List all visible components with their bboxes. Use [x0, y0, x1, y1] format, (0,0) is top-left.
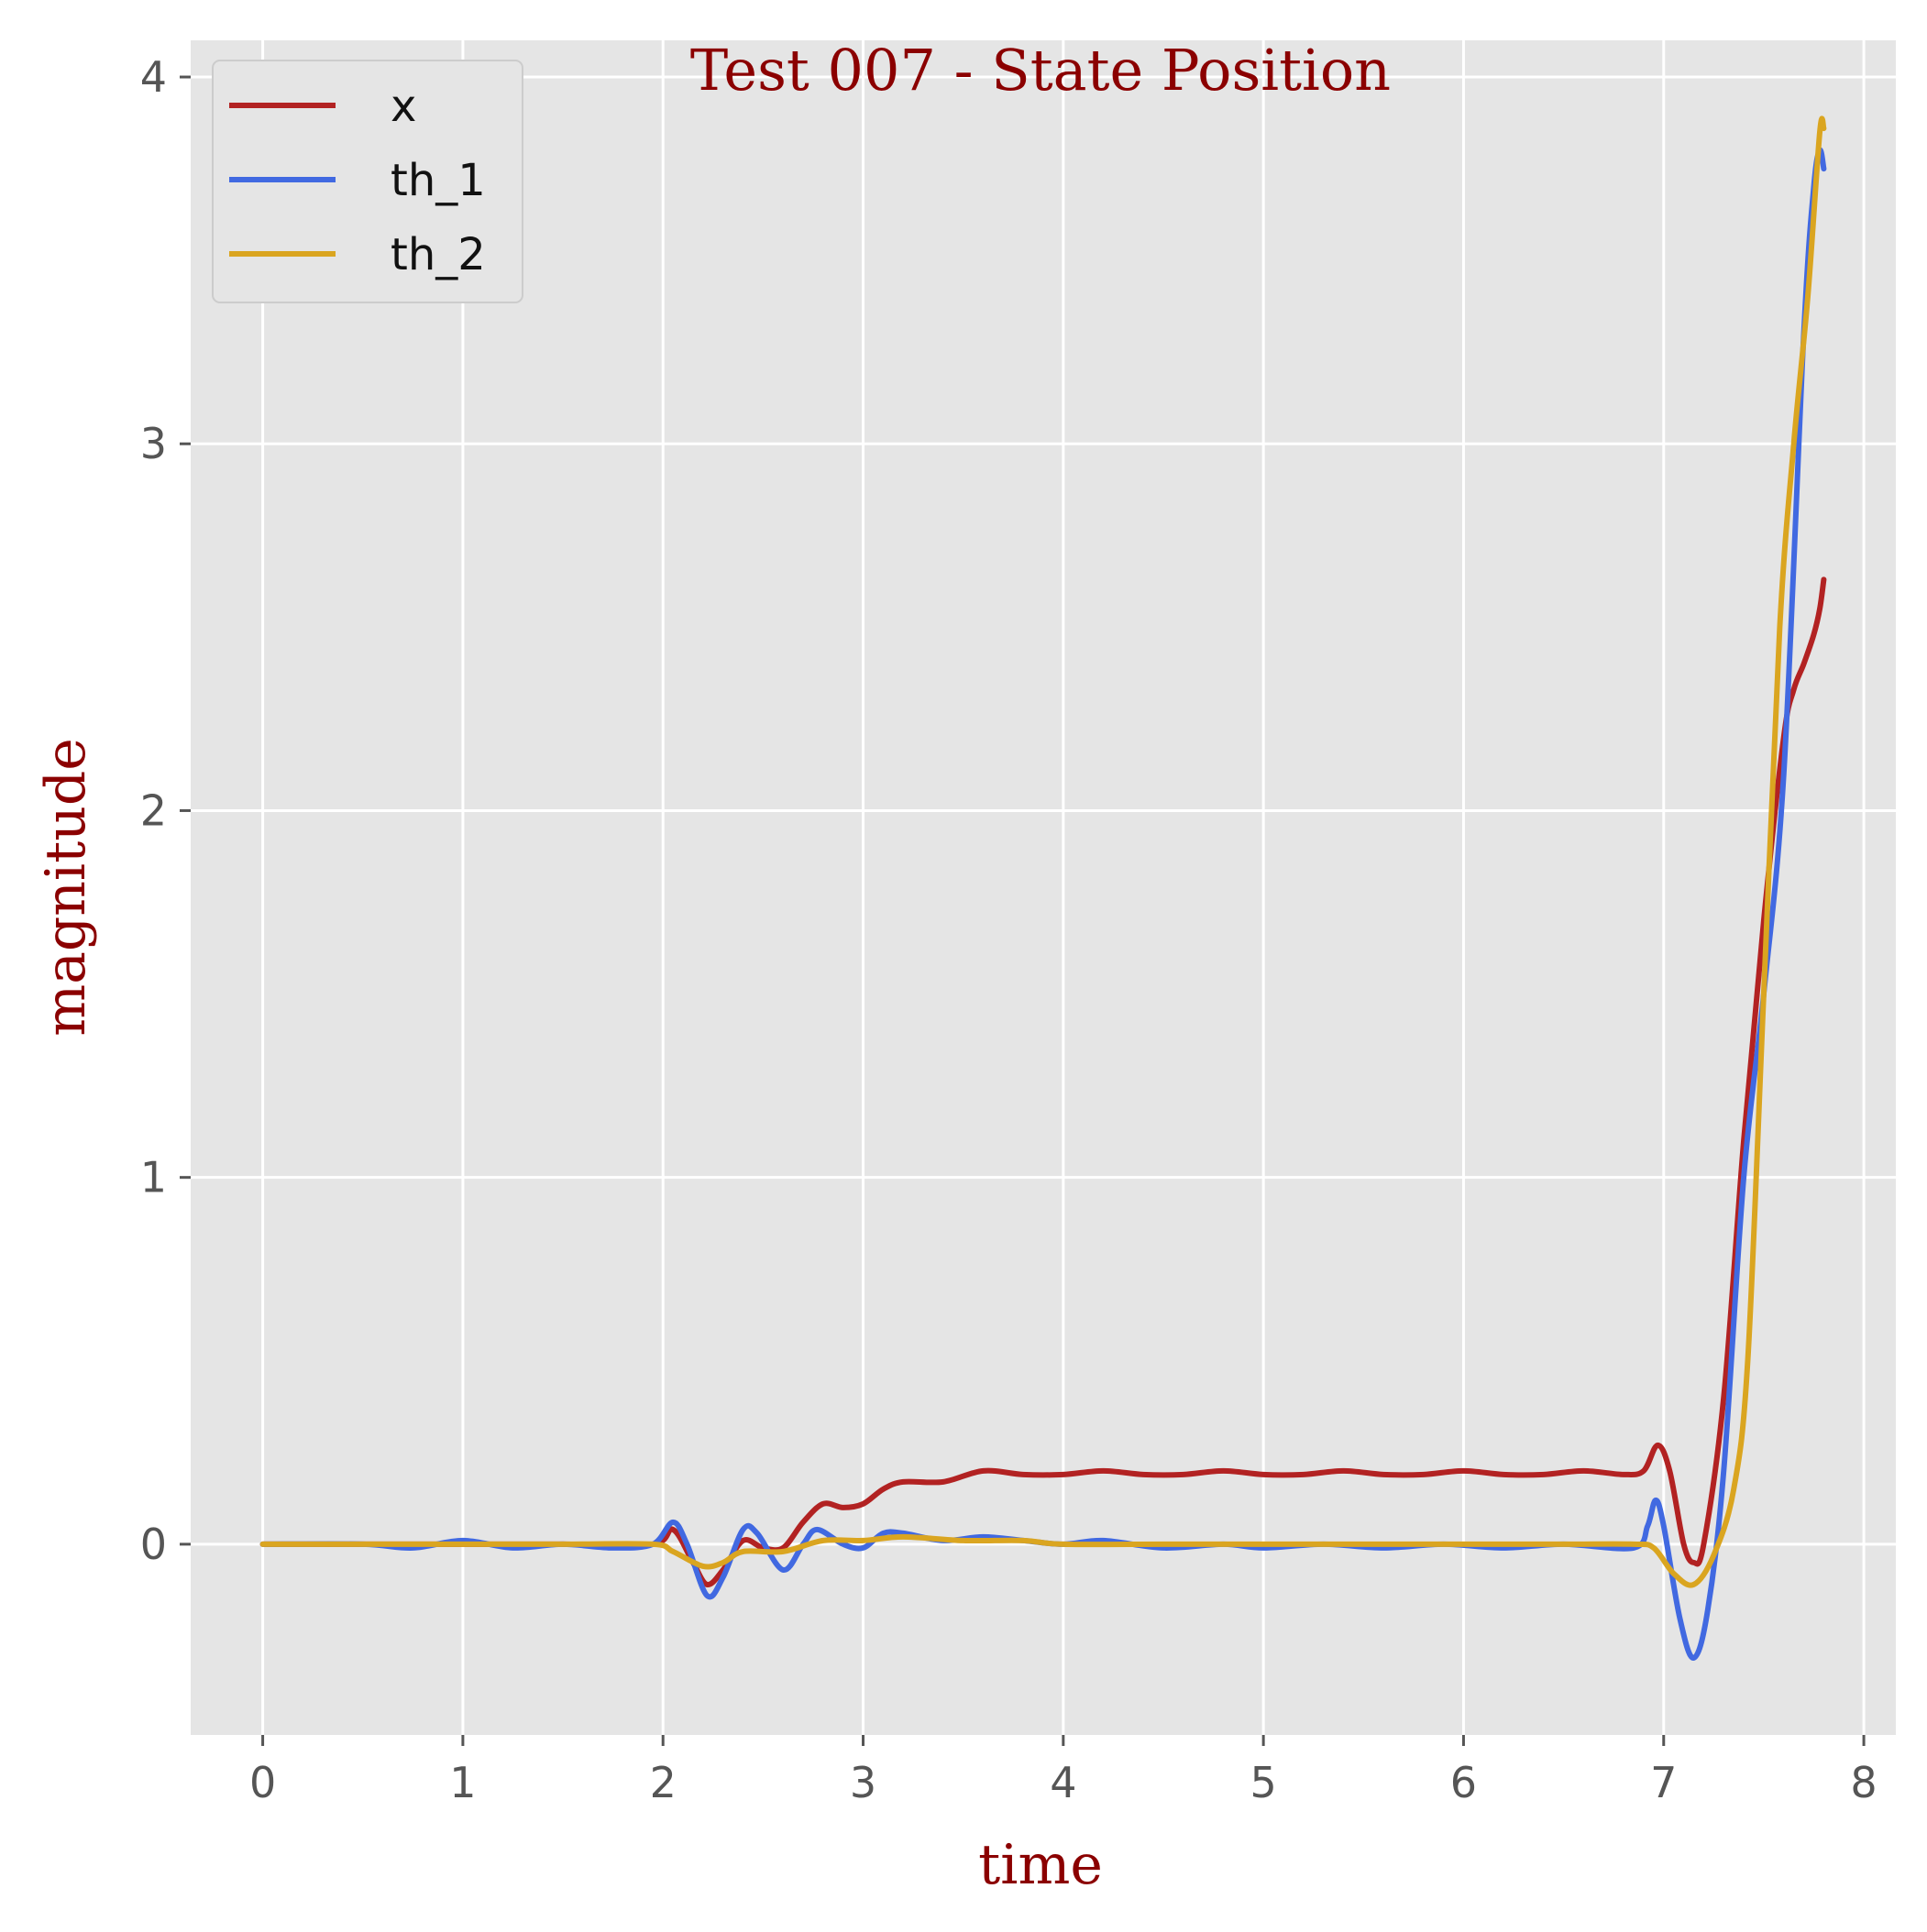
y-axis-title: magnitude [34, 738, 98, 1037]
series-line-x [259, 576, 1827, 1587]
plot-background [191, 40, 1896, 1735]
legend-label-x: x [391, 81, 416, 132]
y-tick-label: 1 [140, 1153, 167, 1202]
chart-title: Test 007 - State Position [690, 37, 1391, 104]
y-tick-label: 0 [140, 1520, 167, 1569]
x-tick-label: 3 [850, 1758, 876, 1807]
y-tick-label: 2 [140, 785, 167, 835]
x-tick-label: 2 [650, 1758, 677, 1807]
x-tick-label: 4 [1050, 1758, 1076, 1807]
y-tick-label: 3 [140, 419, 167, 468]
legend: x th_1 th_2 [212, 60, 523, 303]
legend-label-th-1: th_1 [391, 155, 486, 206]
x-tick-label: 1 [449, 1758, 476, 1807]
y-tick-label: 4 [140, 52, 167, 102]
legend-label-th-2: th_2 [391, 229, 486, 280]
axis-ticks: 0 1 2 3 4 5 6 7 8 0 1 2 3 4 [140, 52, 1877, 1807]
x-tick-label: 8 [1850, 1758, 1877, 1807]
x-tick-label: 5 [1250, 1758, 1277, 1807]
series-line-th-2 [259, 115, 1827, 1588]
x-tick-label: 6 [1450, 1758, 1477, 1807]
x-tick-label: 7 [1650, 1758, 1677, 1807]
x-tick-label: 0 [249, 1758, 276, 1807]
series-lines [259, 115, 1827, 1661]
legend-box [212, 60, 523, 303]
x-axis-title: time [978, 1833, 1103, 1897]
